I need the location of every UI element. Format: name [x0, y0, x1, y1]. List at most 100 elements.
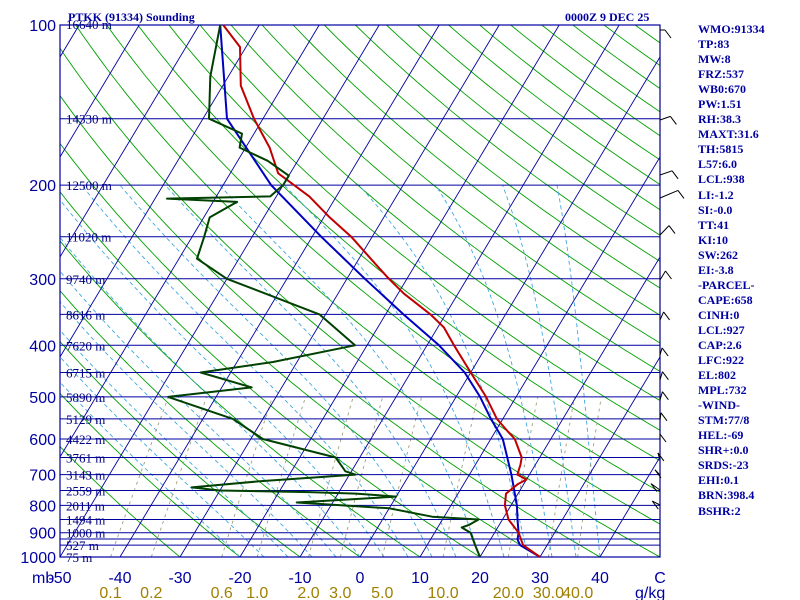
- index-row: HEL:-69: [698, 428, 744, 443]
- height-label: 527 m: [66, 538, 99, 553]
- index-row: SHR+:0.0: [698, 443, 749, 458]
- dry-adiabat: [603, 24, 661, 66]
- dry-adiabat: [59, 446, 181, 558]
- wind-barb: [659, 391, 663, 401]
- pressure-label: 400: [29, 338, 56, 355]
- isotherm: [179, 24, 500, 558]
- mixing-ratio-tick-label: 5.0: [371, 585, 393, 600]
- height-label: 1494 m: [66, 513, 105, 528]
- pressure-label: 200: [29, 178, 56, 195]
- isotherm: [299, 24, 620, 558]
- isotherm: [59, 24, 380, 558]
- wind-barb: [662, 371, 669, 381]
- pressure-label: 1000: [20, 550, 56, 567]
- index-row: SRDS:-23: [698, 458, 749, 473]
- dry-adiabat: [59, 290, 361, 558]
- index-row: CAP:2.6: [698, 337, 742, 352]
- height-label: 4422 m: [66, 432, 105, 447]
- temperature-tick-label: 0: [356, 570, 365, 587]
- index-row: BRN:398.4: [698, 488, 755, 503]
- isotherm: [59, 24, 260, 358]
- height-label: 12500 m: [66, 178, 112, 193]
- temperature-tick-label: 40: [591, 570, 609, 587]
- mixing-ratio-line: [507, 396, 539, 558]
- mixing-ratio-tick-label: 0.6: [211, 585, 233, 600]
- wind-barb: [668, 225, 676, 234]
- index-row: LCL:938: [698, 172, 745, 187]
- height-label: 5890 m: [66, 390, 105, 405]
- index-row: CAPE:658: [698, 292, 753, 307]
- moist-adiabat: [81, 184, 409, 558]
- mixing-ratio-tick-label: 0.2: [140, 585, 162, 600]
- pressure-label: 600: [29, 432, 56, 449]
- wind-barb: [652, 500, 661, 506]
- index-row: TP:83: [698, 37, 730, 52]
- wind-barb: [665, 270, 672, 280]
- mixing-ratio-line: [381, 396, 423, 558]
- mixing-ratio-unit-label: g/kg: [635, 585, 665, 600]
- wind-barb: [659, 225, 670, 236]
- temperature-tick-label: C: [654, 570, 666, 587]
- mixing-ratio-tick-label: 0.1: [99, 585, 121, 600]
- moist-adiabat: [59, 329, 289, 558]
- wind-barb: [663, 311, 670, 321]
- index-row: -PARCEL-: [698, 277, 755, 292]
- mixing-ratio-tick-label: 1.0: [246, 585, 268, 600]
- mixing-ratio-tick-label: 20.0: [493, 585, 524, 600]
- stability-index-panel: WMO:91334 TP:83 MW:8 FRZ:537 WB0:670 PW:1.51 R…: [698, 22, 798, 519]
- index-row: STM:77/8: [698, 413, 750, 428]
- profile-layer: [166, 24, 541, 558]
- index-row: TT:41: [698, 217, 730, 232]
- temperature-tick-label: 30: [531, 570, 549, 587]
- pressure-unit-label: mb: [32, 570, 54, 587]
- isotherm: [599, 456, 661, 558]
- mixing-ratio-tick-label: 10.0: [428, 585, 459, 600]
- index-row: MW:8: [698, 52, 731, 67]
- pressure-label: 700: [29, 468, 56, 485]
- wind-barb: [662, 391, 669, 401]
- height-label: 2011 m: [66, 498, 105, 513]
- wind-barb: [657, 452, 665, 462]
- index-row: LI:-1.2: [698, 187, 734, 202]
- moist-adiabat: [59, 270, 337, 558]
- index-row: EHI:0.1: [698, 473, 740, 488]
- dry-adiabat: [510, 24, 661, 137]
- height-label: 16640 m: [66, 17, 112, 32]
- wind-barb: [659, 412, 662, 421]
- dry-adiabat: [572, 24, 661, 89]
- temperature-tick-label: -10: [288, 570, 311, 587]
- height-label: 11020 m: [66, 230, 111, 245]
- index-row: SI:-0.0: [698, 202, 733, 217]
- wind-barb: [659, 115, 671, 121]
- isotherm: [239, 24, 560, 558]
- moist-adiabat: [119, 184, 433, 558]
- index-row: EI:-3.8: [698, 262, 734, 277]
- isotherm: [59, 24, 80, 58]
- dry-adiabat: [75, 24, 661, 525]
- dewpoint-trace: [166, 24, 481, 558]
- mixing-ratio-tick-label: 40.0: [562, 585, 593, 600]
- dry-adiabat: [59, 143, 541, 558]
- moist-adiabat: [59, 356, 265, 558]
- dry-adiabat: [292, 24, 661, 316]
- wind-barb: [664, 29, 672, 39]
- wind-barb: [671, 170, 679, 180]
- dry-adiabat: [137, 24, 661, 462]
- index-row: WMO:91334: [698, 22, 765, 36]
- index-row: WB0:670: [698, 82, 746, 97]
- isotherm: [119, 24, 440, 558]
- pressure-label: 500: [29, 390, 56, 407]
- dry-adiabat: [541, 24, 661, 113]
- index-row: EL:802: [698, 368, 737, 383]
- height-label: 5129 m: [66, 412, 105, 427]
- moist-adiabat: [59, 199, 385, 558]
- plot-frame: [59, 24, 661, 558]
- index-row: KI:10: [698, 232, 728, 247]
- wind-barb: [659, 433, 667, 443]
- mixing-ratio-tick-label: 3.0: [329, 585, 351, 600]
- pressure-label: 900: [29, 526, 56, 543]
- dry-adiabat: [634, 24, 661, 44]
- wind-barb: [659, 371, 663, 381]
- height-label: 2559 m: [66, 484, 105, 499]
- index-row: BSHR:2: [698, 503, 741, 518]
